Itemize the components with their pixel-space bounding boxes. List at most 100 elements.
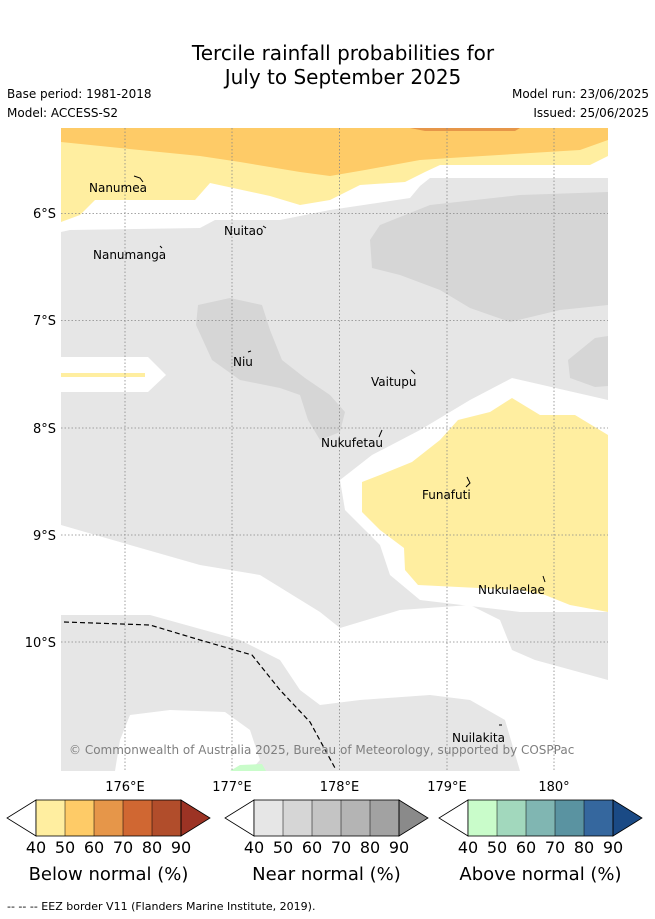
legend-near-tick-label: 40 [244, 838, 264, 857]
legend-below-low-extension [6, 799, 37, 837]
legend-near-outline [253, 799, 400, 837]
place-label-funafuti: Funafuti [422, 488, 471, 502]
legend-below-title: Below normal (%) [29, 864, 189, 885]
place-labels: Nanumea Nuitao Nanumanga Niu Vaitupu Nuk… [89, 181, 545, 745]
lon-label-178e: 178°E [320, 780, 360, 795]
below-normal-40-50-region-north [61, 140, 608, 222]
legend-near-low-extension [224, 799, 255, 837]
island-mark-vaitupu [410, 369, 416, 375]
model-name: Model: ACCESS-S2 [7, 106, 119, 120]
below-normal-40-50-region-west [61, 373, 145, 377]
near-normal-50-60-region-northeast [370, 192, 608, 322]
legend-near-cell [254, 800, 283, 836]
above-normal-40-50-region [230, 764, 266, 771]
lat-label-10s: 10°S [25, 636, 56, 651]
legend-below-cell [123, 800, 152, 836]
below-normal-40-50-region-funafuti [362, 398, 608, 612]
lat-label-6s: 6°S [33, 207, 56, 222]
place-label-niu: Niu [233, 355, 253, 369]
below-normal-60-70-region [410, 128, 520, 131]
legend-below-cell [152, 800, 181, 836]
legend-above-cell [526, 800, 555, 836]
place-label-nuilakita: Nuilakita [452, 731, 505, 745]
lon-label-180: 180° [538, 780, 569, 795]
legend-below-cell [36, 800, 65, 836]
near-normal-50-60-region-central [196, 298, 345, 440]
title-line-2: July to September 2025 [224, 65, 462, 89]
legend-near-tick-label: 60 [302, 838, 322, 857]
island-marks [133, 175, 546, 726]
legend-near-high-extension [398, 799, 429, 837]
legend-near-cell [283, 800, 312, 836]
legend-below-tick-label: 50 [55, 838, 75, 857]
issued-date: Issued: 25/06/2025 [533, 106, 649, 120]
legend-near-cell [341, 800, 370, 836]
legend-near-cell [312, 800, 341, 836]
place-label-nanumea: Nanumea [89, 181, 147, 195]
map-area: Nanumea Nuitao Nanumanga Niu Vaitupu Nuk… [61, 128, 608, 771]
legend-above-cell [584, 800, 613, 836]
legend-below-cell [94, 800, 123, 836]
legend-below-tick-label: 40 [26, 838, 46, 857]
legend-near-title: Near normal (%) [252, 864, 401, 885]
legend-above-high-extension [612, 799, 643, 837]
legend-above-tick-label: 40 [458, 838, 478, 857]
legend-below-tick-label: 90 [171, 838, 191, 857]
copyright-notice: © Commonwealth of Australia 2025, Bureau… [69, 743, 574, 757]
no-dominant-region-south [61, 525, 608, 771]
legend-above-title: Above normal (%) [459, 864, 621, 885]
island-mark-nuitao [262, 225, 267, 229]
place-label-nuitao: Nuitao [224, 224, 263, 238]
legend-near-tick-label: 80 [360, 838, 380, 857]
legend-below-high-extension [180, 799, 211, 837]
legend-below-tick-label: 70 [113, 838, 133, 857]
island-mark-nukufetau [378, 429, 383, 438]
legend-above-tick-label: 50 [487, 838, 507, 857]
legend-near-tick-label: 50 [273, 838, 293, 857]
legend-above-cell [497, 800, 526, 836]
island-mark-niu [247, 350, 252, 353]
legend-above-cell [555, 800, 584, 836]
eez-border-line [63, 621, 336, 769]
below-normal-50-60-region [61, 128, 608, 176]
legend-group: 40 50 60 70 80 90 Below normal (%) 40 50 60 70 80 90… [6, 799, 643, 885]
place-label-nukulaelae: Nukulaelae [478, 583, 545, 597]
lon-label-177e: 177°E [212, 780, 252, 795]
longitude-labels: 176°E 177°E 178°E 179°E 180° [105, 780, 569, 795]
place-label-vaitupu: Vaitupu [371, 375, 417, 389]
map-gridlines [61, 128, 608, 771]
legend-above: 40 50 60 70 80 90 Above normal (%) [438, 799, 643, 885]
base-period: Base period: 1981-2018 [7, 87, 152, 101]
legend-above-cell [468, 800, 497, 836]
lat-label-8s: 8°S [33, 422, 56, 437]
legend-near-cell [370, 800, 399, 836]
legend-above-tick-label: 80 [574, 838, 594, 857]
legend-below-cell [65, 800, 94, 836]
island-mark-funafuti [465, 476, 471, 488]
legend-above-low-extension [438, 799, 469, 837]
lon-label-179e: 179°E [427, 780, 467, 795]
legend-above-outline [467, 799, 614, 837]
island-mark-nanumanga [159, 245, 163, 249]
legend-above-tick-label: 60 [516, 838, 536, 857]
legend-near-tick-label: 70 [331, 838, 351, 857]
place-label-nukufetau: Nukufetau [321, 436, 383, 450]
latitude-labels: 6°S 7°S 8°S 9°S 10°S [25, 207, 56, 651]
lat-label-9s: 9°S [33, 529, 56, 544]
near-normal-50-60-region-east [568, 336, 608, 387]
legend-below-tick-label: 80 [142, 838, 162, 857]
island-mark-nukulaelae [542, 575, 546, 583]
legend-near-tick-label: 90 [389, 838, 409, 857]
lat-label-7s: 7°S [33, 314, 56, 329]
eez-note: -- -- -- EEZ border V11 (Flanders Marine… [7, 900, 316, 913]
legend-above-tick-label: 70 [545, 838, 565, 857]
legend-above-tick-label: 90 [603, 838, 623, 857]
island-mark-nanumea [133, 175, 144, 183]
legend-below-tick-label: 60 [84, 838, 104, 857]
legend-near: 40 50 60 70 80 90 Near normal (%) [224, 799, 429, 885]
model-run: Model run: 23/06/2025 [511, 87, 649, 101]
lon-label-176e: 176°E [105, 780, 145, 795]
legend-below: 40 50 60 70 80 90 Below normal (%) [6, 799, 211, 885]
legend-below-outline [35, 799, 182, 837]
